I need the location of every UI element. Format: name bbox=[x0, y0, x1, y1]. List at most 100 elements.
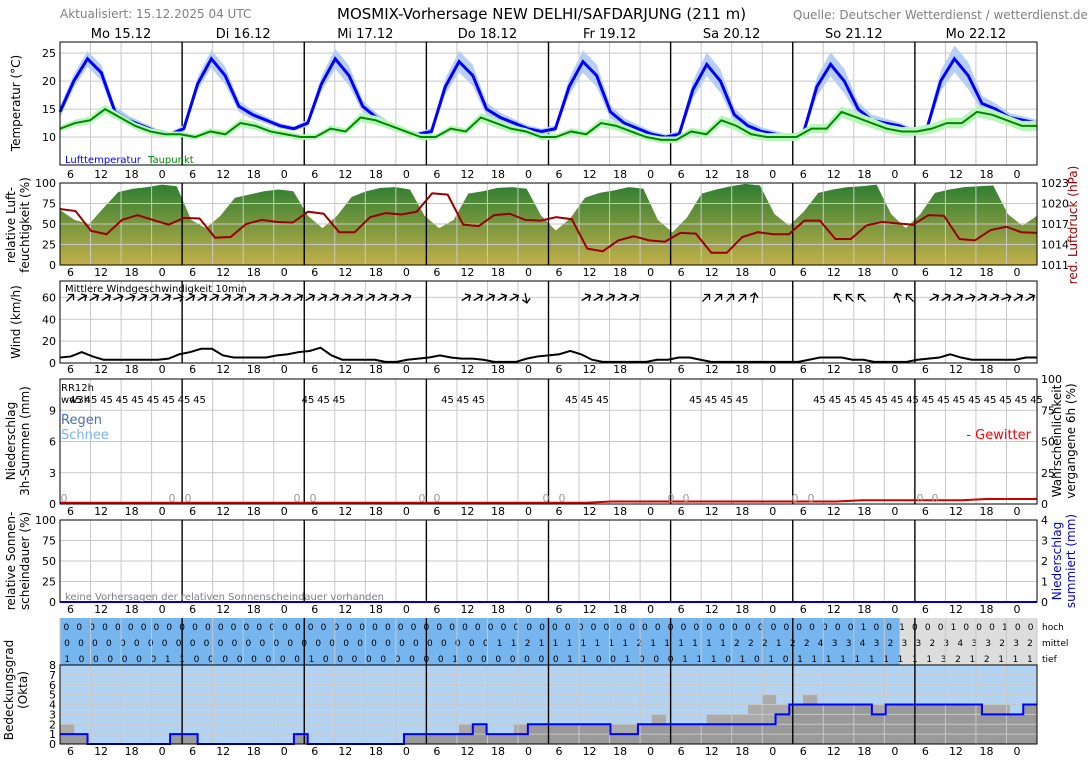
day-label: So 21.12 bbox=[825, 27, 883, 42]
rr12h-zero: 0 bbox=[932, 492, 939, 505]
wind-arrow-shaft bbox=[233, 294, 243, 302]
wind-arrow-head bbox=[296, 293, 304, 302]
precip-xtick: 0 bbox=[525, 505, 532, 518]
ww3h-code: 45 bbox=[457, 395, 470, 406]
wind-direction-arrow bbox=[365, 293, 376, 302]
cloud-layer-value: 3 bbox=[846, 639, 852, 649]
cloud-cover-ytick: 3 bbox=[49, 708, 56, 721]
pressure-ytick-right: 1023 bbox=[1041, 177, 1069, 190]
ww3h-code: 45 bbox=[906, 395, 919, 406]
wind-direction-arrow bbox=[317, 293, 328, 302]
cloud-layer-value: 1 bbox=[969, 655, 975, 665]
wind-arrow-shaft bbox=[341, 294, 351, 302]
wind-direction-arrow bbox=[113, 293, 124, 302]
wind-arrow-shaft bbox=[365, 294, 375, 302]
sunshine-xtick: 12 bbox=[460, 603, 474, 616]
wind-direction-arrow bbox=[101, 293, 112, 302]
cloud-layer-value: 1 bbox=[682, 655, 688, 665]
precip-ytick: 0 bbox=[49, 498, 56, 511]
ww3h-label: ww3h bbox=[61, 395, 90, 406]
cloud-layer-value: 0 bbox=[754, 655, 760, 665]
cloud-layer-value: 1 bbox=[64, 655, 70, 665]
temperature-xtick: 0 bbox=[525, 168, 532, 181]
cloud-layer-value: 0 bbox=[553, 655, 559, 665]
wind-direction-arrow bbox=[497, 293, 508, 302]
dewpoint-line bbox=[59, 107, 1037, 141]
temperature-xtick: 18 bbox=[857, 168, 871, 181]
humidity-xtick: 6 bbox=[67, 266, 74, 279]
cloud-layer-value: 0 bbox=[64, 623, 70, 633]
precip-sum-ytick-right: 4 bbox=[1041, 514, 1048, 527]
cloud-layer-value: 0 bbox=[441, 639, 447, 649]
temperature-xtick: 0 bbox=[403, 168, 410, 181]
ww3h-code: 45 bbox=[844, 395, 857, 406]
sunshine-xtick: 18 bbox=[613, 603, 627, 616]
humidity-xtick: 12 bbox=[949, 266, 963, 279]
cloud-layer-value: 0 bbox=[469, 639, 475, 649]
cloud-layer-value: 0 bbox=[265, 655, 271, 665]
ww3h-code: 45 bbox=[333, 395, 346, 406]
cloud-layer-value: 0 bbox=[192, 623, 198, 633]
cloud-cover-xtick: 12 bbox=[705, 745, 719, 758]
temperature-xtick: 12 bbox=[460, 168, 474, 181]
wind-xtick: 18 bbox=[735, 363, 749, 376]
humidity-xtick: 6 bbox=[800, 266, 807, 279]
cloud-layer-value: 1 bbox=[582, 655, 588, 665]
precip-probability-line bbox=[60, 498, 1037, 504]
sunshine-xtick: 18 bbox=[491, 603, 505, 616]
cloud-layer-value: 1 bbox=[581, 639, 587, 649]
cloud-layer-value: 0 bbox=[610, 655, 616, 665]
cloud-layer-value: 1 bbox=[650, 639, 656, 649]
wind-direction-arrow bbox=[857, 293, 866, 302]
cloud-layer-value: 1 bbox=[740, 655, 746, 665]
cloud-layer-value: 0 bbox=[653, 655, 659, 665]
ww3h-code: 45 bbox=[999, 395, 1012, 406]
precip-xtick: 0 bbox=[281, 505, 288, 518]
ww3h-code: 45 bbox=[813, 395, 826, 406]
cloud-cover-xtick: 18 bbox=[979, 745, 993, 758]
wind-direction-arrow bbox=[233, 293, 244, 302]
wind-direction-arrow bbox=[941, 293, 952, 302]
rr12h-zero: 0 bbox=[559, 492, 566, 505]
wind-xtick: 12 bbox=[583, 363, 597, 376]
wind-arrow-head bbox=[833, 293, 841, 301]
cloud-layer-value: 0 bbox=[475, 623, 481, 633]
humidity-xtick: 6 bbox=[311, 266, 318, 279]
precip-xtick: 18 bbox=[491, 505, 505, 518]
cloud-layer-value: 0 bbox=[501, 623, 507, 633]
cloud-cover-xtick: 12 bbox=[583, 745, 597, 758]
precip-xtick: 18 bbox=[735, 505, 749, 518]
cloud-cover-xtick: 0 bbox=[159, 745, 166, 758]
wind-arrow-head bbox=[117, 293, 124, 302]
wind-arrow-shaft bbox=[485, 294, 495, 302]
cloud-cover-axis-label: (Okta) bbox=[16, 671, 30, 709]
sunshine-xtick: 12 bbox=[94, 603, 108, 616]
cloud-layer-value: 0 bbox=[269, 623, 275, 633]
wind-direction-arrow bbox=[66, 293, 75, 302]
rr12h-label: RR12h bbox=[61, 383, 94, 394]
day-label: Do 18.12 bbox=[458, 27, 517, 42]
temperature-xtick: 12 bbox=[827, 168, 841, 181]
precip-sum-axis-label: summiert (mm) bbox=[1064, 514, 1078, 608]
wind-direction-arrow bbox=[581, 293, 592, 302]
pressure-axis-label: red. Luftdruck (hPa) bbox=[1066, 166, 1080, 285]
wind-arrow-head bbox=[608, 293, 616, 302]
wind-direction-arrow bbox=[1025, 293, 1036, 302]
humidity-xtick: 18 bbox=[369, 266, 383, 279]
precip-ytick: 9 bbox=[49, 404, 56, 417]
wind-arrow-shaft bbox=[834, 294, 842, 302]
precip-xtick: 6 bbox=[67, 505, 74, 518]
cloud-cover-bar bbox=[60, 734, 75, 744]
ww3h-code: 45 bbox=[100, 395, 113, 406]
wind-arrow-head bbox=[356, 293, 364, 302]
cloud-layer-value: 0 bbox=[141, 623, 147, 633]
temperature-xtick: 0 bbox=[647, 168, 654, 181]
wind-direction-arrow bbox=[221, 293, 232, 302]
wind-arrow-shaft bbox=[185, 294, 195, 302]
wind-arrow-shaft bbox=[1013, 294, 1023, 302]
temperature-xtick: 18 bbox=[613, 168, 627, 181]
wind-arrow-head bbox=[224, 293, 232, 302]
wind-arrow-head bbox=[129, 293, 136, 302]
humidity-axis-label: relative Luft- bbox=[4, 187, 18, 263]
wind-arrow-shaft bbox=[389, 294, 399, 302]
